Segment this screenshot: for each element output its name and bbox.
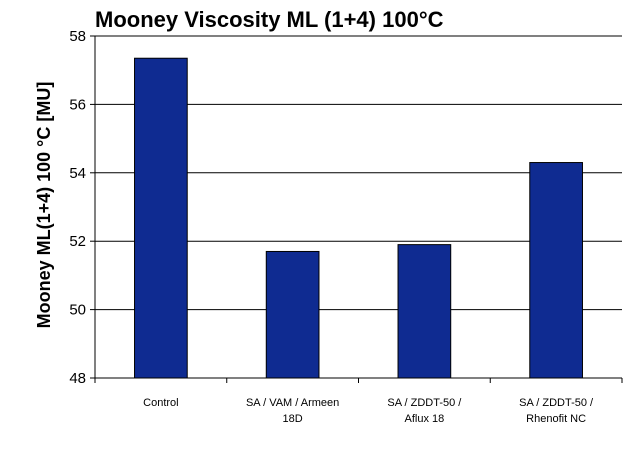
x-tick-label: 18D [283, 413, 303, 425]
x-tick-label: SA / ZDDT-50 / [387, 397, 462, 409]
x-tick-label: SA / VAM / Armeen [246, 397, 339, 409]
bar-3 [529, 162, 583, 379]
bar-1 [265, 250, 320, 379]
x-tick-label: Rhenofit NC [526, 413, 586, 425]
y-tick-label: 52 [69, 233, 86, 250]
bars [134, 57, 583, 379]
x-tick-label: Aflux 18 [405, 413, 445, 425]
y-tick-labels: 48 50 52 54 56 58 [69, 28, 86, 387]
y-tick-label: 58 [69, 28, 86, 45]
bar-0 [134, 57, 188, 379]
x-tick-label: Control [143, 397, 178, 409]
y-tick-label: 48 [69, 370, 86, 387]
y-tick-label: 56 [69, 96, 86, 113]
y-axis-title: Mooney ML(1+4) 100 °C [MU] [34, 82, 54, 329]
axes [94, 36, 623, 383]
x-tick-label: SA / ZDDT-50 / [519, 397, 594, 409]
x-tick-labels: Control SA / VAM / Armeen 18D SA / ZDDT-50 … [143, 397, 594, 425]
y-tick-label: 54 [69, 165, 86, 182]
y-tick-label: 50 [69, 302, 86, 319]
bar-2 [397, 244, 452, 379]
chart-title: Mooney Viscosity ML (1+4) 100°C [95, 7, 444, 32]
